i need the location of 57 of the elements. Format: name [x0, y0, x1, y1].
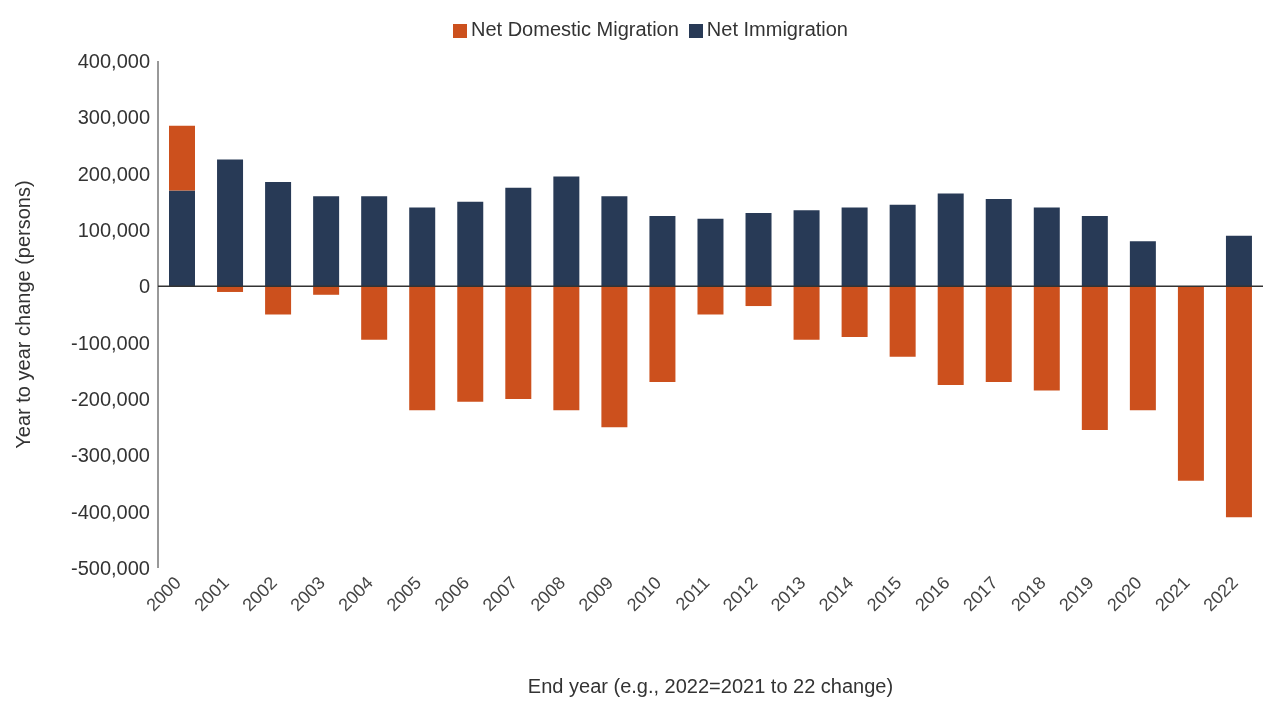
x-axis-title: End year (e.g., 2022=2021 to 22 change)	[527, 675, 894, 697]
bar	[1033, 286, 1060, 391]
bar	[169, 190, 195, 287]
bar	[889, 286, 916, 357]
bar	[361, 286, 388, 340]
y-tick-label: -300,000	[71, 444, 150, 467]
y-tick-label: 200,000	[77, 162, 150, 185]
legend-label: Net Immigration	[706, 18, 848, 40]
bar	[457, 201, 484, 287]
bar	[553, 286, 580, 411]
bar	[1129, 241, 1156, 287]
bar	[745, 213, 772, 287]
bar	[505, 187, 532, 287]
y-tick-label: -100,000	[71, 331, 150, 354]
bar	[265, 182, 292, 287]
bar	[409, 286, 436, 411]
bar	[457, 286, 484, 402]
bar	[841, 207, 868, 287]
bar	[1225, 235, 1252, 287]
bar	[793, 286, 820, 340]
y-tick-label: -400,000	[71, 500, 150, 523]
bar	[313, 196, 340, 287]
bar	[649, 286, 676, 383]
bar	[1129, 286, 1156, 411]
bar	[649, 215, 676, 287]
legend-label: Net Domestic Migration	[471, 18, 679, 40]
bar	[1177, 286, 1204, 481]
bar	[361, 196, 388, 287]
bar	[505, 286, 532, 399]
bar	[697, 286, 724, 315]
y-tick-label: 0	[138, 275, 150, 298]
bar	[985, 199, 1012, 287]
bar	[265, 286, 292, 315]
bar	[1225, 286, 1252, 518]
bar	[553, 176, 580, 287]
bar	[841, 286, 868, 338]
bar	[169, 125, 195, 191]
y-tick-label: -500,000	[71, 557, 150, 580]
bar	[793, 210, 820, 287]
y-tick-label: -200,000	[71, 388, 150, 411]
bar	[1081, 286, 1108, 430]
bar	[985, 286, 1012, 383]
y-axis-title: Year to year change (persons)	[12, 180, 35, 449]
bar	[1033, 207, 1060, 287]
bar	[601, 286, 628, 428]
bar	[745, 286, 772, 307]
bar	[1081, 215, 1108, 287]
y-tick-label: 100,000	[77, 219, 150, 242]
y-tick-label: 300,000	[77, 106, 150, 129]
bar	[217, 159, 244, 287]
bar	[889, 204, 916, 287]
bar	[937, 193, 964, 287]
bar	[601, 196, 628, 287]
y-tick-label: 400,000	[77, 50, 150, 73]
bar	[937, 286, 964, 385]
bar	[409, 207, 436, 287]
bar	[697, 218, 724, 287]
